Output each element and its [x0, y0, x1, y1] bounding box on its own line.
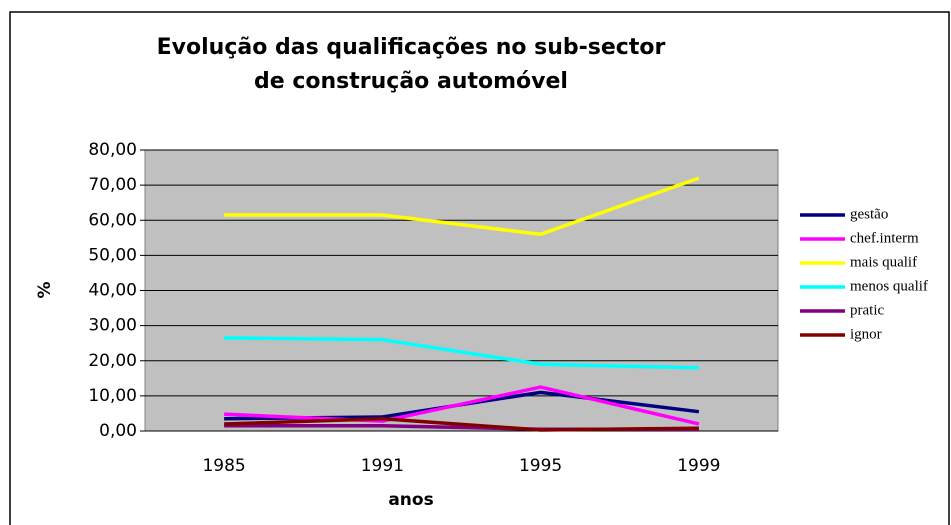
legend-label: chef.interm — [850, 230, 919, 246]
y-tick-label: 10,00 — [88, 386, 137, 406]
y-tick-label: 30,00 — [88, 316, 137, 336]
legend-label: gestão — [850, 206, 888, 222]
x-tick-label: 1999 — [677, 456, 720, 476]
legend-label: mais qualif — [850, 254, 917, 270]
chart-title: de construção automóvel — [254, 69, 568, 94]
legend-label: pratic — [850, 302, 884, 318]
x-tick-label: 1985 — [202, 456, 245, 476]
series-line — [224, 176, 700, 237]
y-axis-title: % — [35, 281, 55, 298]
y-tick-label: 80,00 — [88, 140, 137, 160]
series-line — [224, 416, 699, 432]
y-tick-label: 40,00 — [88, 281, 137, 301]
x-tick-label: 1991 — [361, 456, 404, 476]
series-line — [224, 385, 700, 426]
y-tick-label: 60,00 — [88, 210, 137, 230]
series-line — [224, 336, 699, 370]
y-tick-label: 0,00 — [99, 421, 137, 441]
y-tick-label: 20,00 — [88, 351, 137, 371]
legend-label: ignor — [850, 326, 882, 342]
chart-title: Evolução das qualificações no sub-sector — [157, 35, 666, 60]
y-tick-label: 50,00 — [88, 245, 137, 265]
legend-label: menos qualif — [850, 278, 928, 294]
y-tick-label: 70,00 — [88, 175, 137, 195]
x-axis-title: anos — [388, 490, 433, 510]
x-tick-label: 1995 — [519, 456, 562, 476]
